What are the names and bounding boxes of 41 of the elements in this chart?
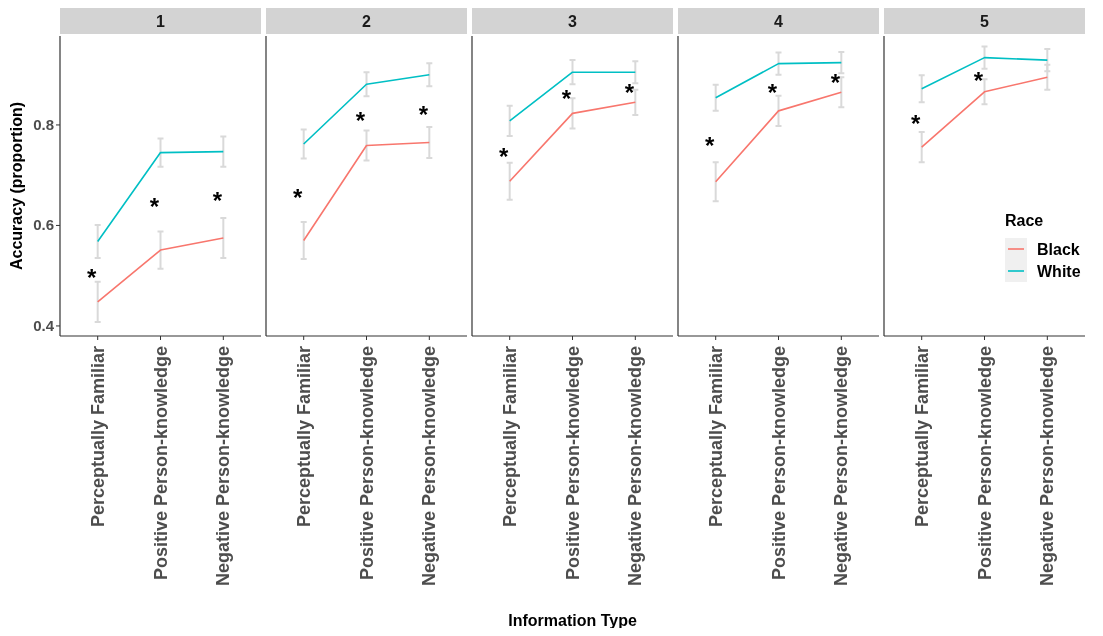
x-tick-label: Positive Person-knowledge (356, 346, 377, 581)
x-tick-label: Positive Person-knowledge (768, 346, 789, 581)
chart-title: 5 (980, 13, 990, 30)
x-tick-label: Perceptually Familiar (87, 346, 108, 528)
annotation: * (561, 84, 572, 112)
annotation: * (212, 186, 223, 214)
x-tick-label: Negative Person-knowledge (625, 346, 646, 587)
legend-label: White (1037, 263, 1081, 280)
x-tick-label: Perceptually Familiar (911, 346, 932, 528)
y-axis-title: Accuracy (proportion) (8, 101, 25, 271)
x-tick-label: Negative Person-knowledge (831, 346, 852, 587)
annotation: * (830, 69, 841, 97)
legend-title: Race (1005, 212, 1044, 229)
annotation: * (911, 109, 922, 137)
x-tick-label: Positive Person-knowledge (150, 346, 171, 581)
x-tick-label: Perceptually Familiar (499, 346, 520, 528)
chart-title: 3 (568, 13, 578, 30)
x-tick-label: Negative Person-knowledge (419, 346, 440, 587)
y-tick-label: 0.6 (33, 216, 54, 234)
y-tick-label: 0.8 (33, 115, 54, 133)
annotation: * (705, 131, 716, 159)
annotation: * (87, 263, 98, 291)
annotation: * (973, 66, 984, 94)
x-tick-label: Negative Person-knowledge (213, 346, 234, 587)
x-tick-label: Negative Person-knowledge (1037, 346, 1058, 587)
annotation: * (767, 79, 778, 107)
annotation: * (418, 100, 429, 128)
annotation: * (293, 184, 304, 212)
annotation: * (355, 106, 366, 134)
x-tick-label: Perceptually Familiar (705, 346, 726, 528)
annotation: * (499, 143, 510, 171)
chart-title: 4 (774, 13, 784, 30)
chart-title: 1 (156, 13, 166, 30)
chart-title: 2 (362, 13, 372, 30)
x-tick-label: Positive Person-knowledge (974, 346, 995, 581)
annotation: * (624, 79, 635, 107)
x-tick-label: Positive Person-knowledge (562, 346, 583, 581)
y-tick-label: 0.4 (33, 316, 55, 334)
annotation: * (149, 193, 160, 221)
x-tick-label: Perceptually Familiar (293, 346, 314, 528)
legend-label: Black (1037, 241, 1080, 258)
